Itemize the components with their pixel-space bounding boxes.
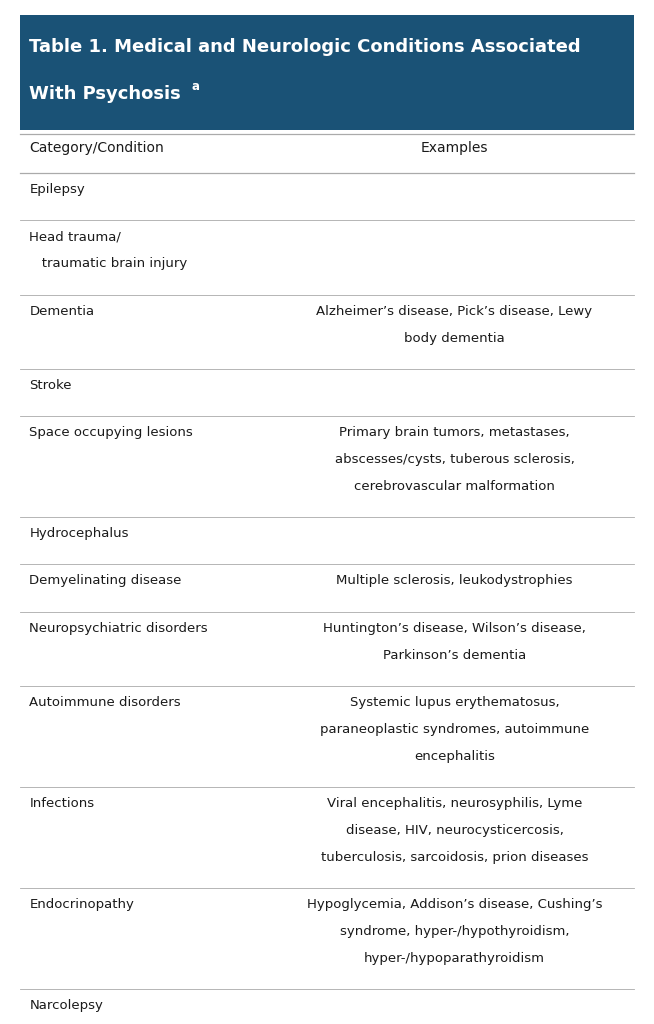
Text: cerebrovascular malformation: cerebrovascular malformation — [354, 480, 555, 493]
Text: Multiple sclerosis, leukodystrophies: Multiple sclerosis, leukodystrophies — [336, 574, 573, 588]
Text: tuberculosis, sarcoidosis, prion diseases: tuberculosis, sarcoidosis, prion disease… — [320, 851, 589, 863]
Text: Parkinson’s dementia: Parkinson’s dementia — [383, 648, 526, 662]
Text: Systemic lupus erythematosus,: Systemic lupus erythematosus, — [350, 696, 559, 709]
Text: hyper-/hypoparathyroidism: hyper-/hypoparathyroidism — [364, 951, 545, 965]
Text: Neuropsychiatric disorders: Neuropsychiatric disorders — [29, 622, 208, 635]
Text: paraneoplastic syndromes, autoimmune: paraneoplastic syndromes, autoimmune — [320, 723, 589, 735]
Text: Demyelinating disease: Demyelinating disease — [29, 574, 182, 588]
Text: Hydrocephalus: Hydrocephalus — [29, 527, 129, 540]
Text: disease, HIV, neurocysticercosis,: disease, HIV, neurocysticercosis, — [345, 823, 564, 837]
Text: encephalitis: encephalitis — [414, 750, 495, 763]
Text: Huntington’s disease, Wilson’s disease,: Huntington’s disease, Wilson’s disease, — [323, 622, 586, 635]
Text: Examples: Examples — [421, 141, 489, 156]
Text: traumatic brain injury: traumatic brain injury — [29, 257, 188, 270]
Text: abscesses/cysts, tuberous sclerosis,: abscesses/cysts, tuberous sclerosis, — [335, 453, 574, 466]
Text: Hypoglycemia, Addison’s disease, Cushing’s: Hypoglycemia, Addison’s disease, Cushing… — [307, 898, 602, 910]
Text: a: a — [192, 80, 199, 93]
Text: Epilepsy: Epilepsy — [29, 183, 85, 197]
Text: Infections: Infections — [29, 797, 95, 810]
Text: Primary brain tumors, metastases,: Primary brain tumors, metastases, — [339, 426, 570, 439]
Text: Dementia: Dementia — [29, 305, 95, 317]
Text: With Psychosis: With Psychosis — [29, 85, 181, 103]
Bar — [20, 15, 634, 130]
Text: Table 1. Medical and Neurologic Conditions Associated: Table 1. Medical and Neurologic Conditio… — [29, 38, 581, 56]
Text: Viral encephalitis, neurosyphilis, Lyme: Viral encephalitis, neurosyphilis, Lyme — [327, 797, 582, 810]
Text: syndrome, hyper-/hypothyroidism,: syndrome, hyper-/hypothyroidism, — [340, 925, 569, 938]
Text: Alzheimer’s disease, Pick’s disease, Lewy: Alzheimer’s disease, Pick’s disease, Lew… — [317, 305, 593, 317]
Text: Head trauma/: Head trauma/ — [29, 230, 121, 244]
Text: Stroke: Stroke — [29, 379, 72, 392]
Text: Endocrinopathy: Endocrinopathy — [29, 898, 134, 910]
Text: body dementia: body dementia — [404, 332, 505, 344]
Text: Autoimmune disorders: Autoimmune disorders — [29, 696, 181, 709]
Text: Narcolepsy: Narcolepsy — [29, 998, 103, 1012]
Text: Space occupying lesions: Space occupying lesions — [29, 426, 193, 439]
Text: Category/Condition: Category/Condition — [29, 141, 164, 156]
